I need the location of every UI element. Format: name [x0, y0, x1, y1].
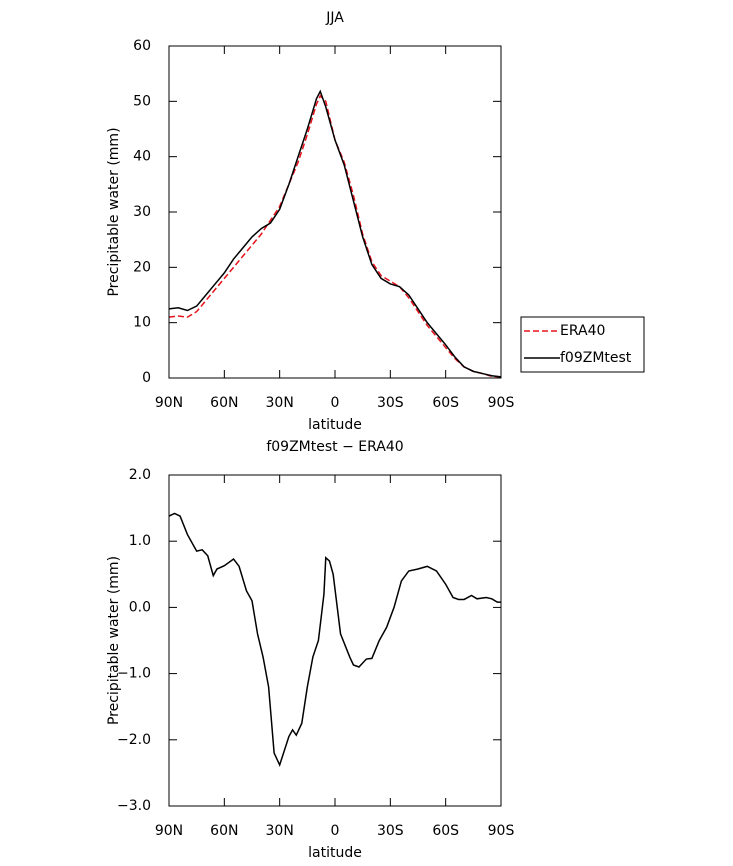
- x-tick-label: 0: [331, 823, 340, 839]
- x-tick-label: 60S: [432, 395, 459, 411]
- chart-title: f09ZMtest − ERA40: [266, 439, 403, 455]
- line-series: [168, 89, 502, 378]
- y-tick-label: −2.0: [117, 732, 151, 748]
- x-tick-label: 90S: [488, 395, 515, 411]
- y-tick-label: 1.0: [129, 533, 151, 549]
- y-axis-label: Precipitable water (mm): [106, 556, 122, 725]
- chart-title: JJA: [325, 10, 344, 26]
- legend-label: ERA40: [560, 323, 605, 339]
- y-tick-label: 2.0: [129, 467, 151, 483]
- y-axis-label: Precipitable water (mm): [106, 127, 122, 296]
- x-tick-label: 30S: [377, 395, 404, 411]
- y-tick-label: 60: [133, 38, 151, 54]
- y-tick-label: −3.0: [117, 798, 151, 814]
- x-tick-label: 0: [331, 395, 340, 411]
- y-tick-label: 30: [133, 204, 151, 220]
- x-tick-label: 90N: [155, 823, 183, 839]
- x-tick-label: 60S: [432, 823, 459, 839]
- x-tick-label: 90N: [155, 395, 183, 411]
- x-tick-label: 90S: [488, 823, 515, 839]
- y-tick-label: 20: [133, 259, 151, 275]
- y-tick-label: 40: [133, 149, 151, 165]
- y-tick-label: 10: [133, 315, 151, 331]
- plot-frame: [168, 474, 502, 807]
- line-series: [168, 512, 501, 768]
- x-tick-label: 30N: [266, 823, 294, 839]
- legend-label: f09ZMtest: [560, 350, 632, 366]
- x-axis-label: latitude: [308, 417, 362, 433]
- x-axis-label: latitude: [308, 845, 362, 861]
- y-tick-label: 50: [133, 93, 151, 109]
- x-tick-label: 60N: [210, 395, 238, 411]
- x-tick-label: 30N: [266, 395, 294, 411]
- legend-box: [520, 316, 645, 373]
- plot-frame: [168, 45, 502, 379]
- x-tick-label: 30S: [377, 823, 404, 839]
- y-tick-label: 0.0: [129, 599, 151, 615]
- x-tick-label: 60N: [210, 823, 238, 839]
- y-tick-label: −1.0: [117, 666, 151, 682]
- y-tick-label: 0: [142, 370, 151, 386]
